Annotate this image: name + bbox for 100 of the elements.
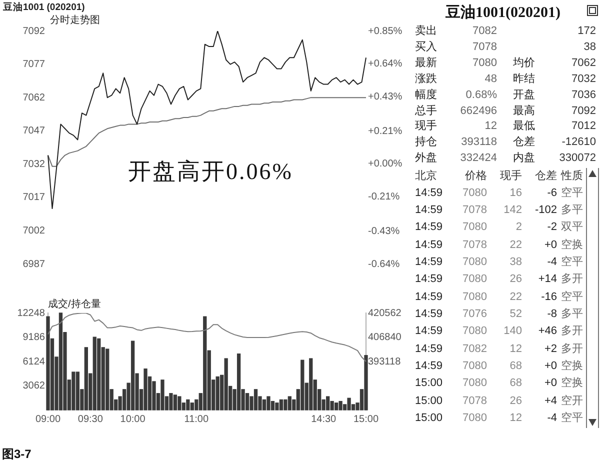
y-tick-label: 12248 xyxy=(17,308,46,319)
bar xyxy=(97,338,101,410)
text: 14:59 xyxy=(415,272,443,286)
text: 52 xyxy=(510,307,522,322)
text: 7080 xyxy=(462,411,487,426)
text: 0.68% xyxy=(466,88,497,102)
text: 142 xyxy=(504,203,522,218)
text: 空换 xyxy=(561,238,583,252)
text: 空平 xyxy=(561,411,583,426)
x-tick-label: 09:00 xyxy=(35,414,61,425)
bar xyxy=(130,340,135,410)
y-tick-label: 7092 xyxy=(22,26,46,37)
text: 空换 xyxy=(561,376,583,390)
bar xyxy=(236,353,241,410)
text: 多开 xyxy=(561,272,583,286)
text: 买入 xyxy=(415,40,437,54)
text: 持仓 xyxy=(415,135,437,150)
text: 现手 xyxy=(415,119,437,134)
text: -12610 xyxy=(562,135,596,150)
text: 豆油1001(020201) xyxy=(444,4,562,22)
text: 7080 xyxy=(462,255,487,270)
text: 12 xyxy=(510,411,522,426)
text: 2 xyxy=(516,220,522,234)
y2-tick-label: -0.43% xyxy=(368,226,400,237)
text: 7036 xyxy=(572,88,596,102)
text: 14:59 xyxy=(415,255,443,270)
bar xyxy=(279,399,284,410)
y-tick-label: 7032 xyxy=(22,158,46,170)
bar xyxy=(224,358,228,410)
bar xyxy=(190,402,194,410)
text: 7078 xyxy=(472,40,497,54)
text: +0 xyxy=(544,238,557,252)
text: -4 xyxy=(547,255,557,270)
chart-title: 成交/持仓量 xyxy=(48,299,101,311)
bar xyxy=(173,394,178,410)
text: +2 xyxy=(544,342,557,356)
y-tick-label: 6124 xyxy=(22,356,46,368)
text: 14:59 xyxy=(415,220,443,234)
bar xyxy=(92,336,96,410)
text: 7062 xyxy=(572,56,596,70)
text: 14:59 xyxy=(415,290,443,304)
text: 15:00 xyxy=(415,394,443,408)
text: 22 xyxy=(510,238,522,252)
text: 昨结 xyxy=(513,72,535,86)
text: 内盘 xyxy=(513,151,535,166)
text: 68 xyxy=(510,376,522,390)
text: +0 xyxy=(544,359,557,374)
y2-tick-label: 393118 xyxy=(368,356,402,368)
annotation: 开盘高开0.06% xyxy=(128,158,293,186)
text: 662496 xyxy=(460,104,497,118)
text: -102 xyxy=(534,203,557,218)
text: 38 xyxy=(510,255,522,270)
text: 多平 xyxy=(561,203,583,218)
text: 北京 xyxy=(415,168,437,182)
text: 涨跌 xyxy=(415,72,437,86)
text: 14:59 xyxy=(415,342,443,356)
text: 26 xyxy=(510,394,522,408)
text: 7080 xyxy=(462,359,487,374)
text: 双平 xyxy=(561,220,583,234)
y2-tick-label: +0.85% xyxy=(368,26,402,37)
y-tick-label: 9186 xyxy=(22,332,46,343)
bar xyxy=(288,396,292,410)
text: 68 xyxy=(510,359,522,374)
text: 开盘 xyxy=(513,88,535,102)
y-tick-label: 7062 xyxy=(22,92,46,104)
text: 7032 xyxy=(572,72,596,86)
bar xyxy=(300,360,304,410)
y2-tick-label: +0.21% xyxy=(368,126,402,137)
bar xyxy=(216,376,220,410)
bar xyxy=(178,396,182,410)
text: 仓差 xyxy=(535,168,557,182)
x-tick-label: 10:00 xyxy=(120,414,146,425)
text: 14:59 xyxy=(415,359,443,374)
text: -16 xyxy=(541,290,557,304)
y-tick-label: 7047 xyxy=(22,126,46,137)
text: 172 xyxy=(578,24,596,38)
text: 22 xyxy=(510,290,522,304)
bar xyxy=(309,358,313,410)
text: 7080 xyxy=(462,376,487,390)
x-tick-label: 11:00 xyxy=(184,414,209,425)
text: 最低 xyxy=(513,119,535,134)
text: 7078 xyxy=(462,203,487,218)
text: 空开 xyxy=(561,394,583,408)
y-tick-label: 7002 xyxy=(22,225,46,236)
bar xyxy=(245,393,250,410)
bar xyxy=(262,399,266,410)
text: 现手 xyxy=(500,168,522,182)
text: 仓差 xyxy=(513,135,535,150)
text: 14:59 xyxy=(415,203,443,218)
text: 外盘 xyxy=(415,151,437,166)
x-tick-label: 15:00 xyxy=(353,414,379,425)
bar xyxy=(76,372,80,410)
text: +14 xyxy=(538,272,557,286)
bar xyxy=(254,389,258,410)
y2-tick-label: -0.21% xyxy=(368,192,400,203)
text: 均价 xyxy=(513,56,535,70)
text: 7080 xyxy=(462,324,487,338)
bar xyxy=(338,400,342,410)
y2-tick-label: -0.64% xyxy=(368,258,400,270)
text: 空平 xyxy=(561,255,583,270)
